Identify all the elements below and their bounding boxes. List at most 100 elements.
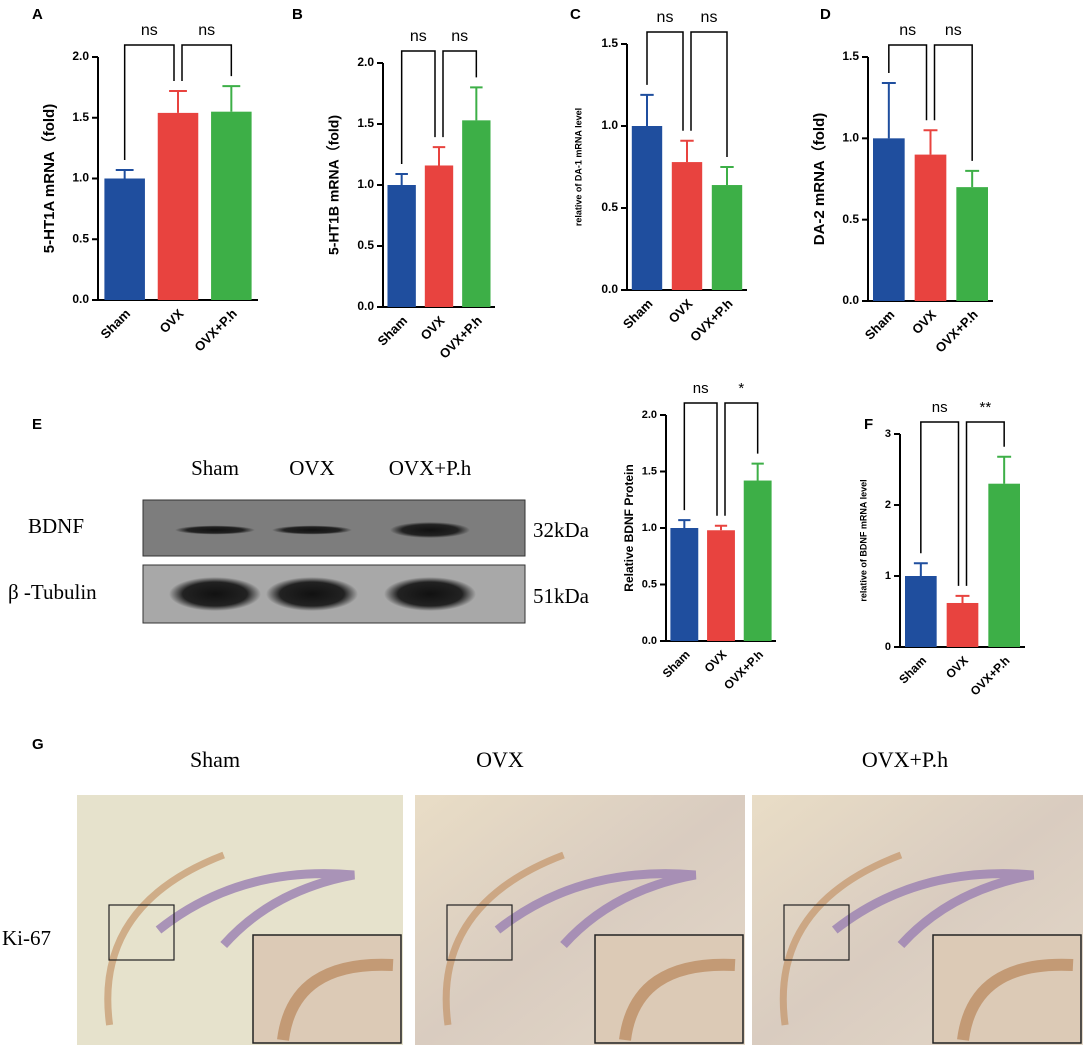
group-title: Sham — [190, 747, 240, 772]
lane-label: OVX — [289, 456, 335, 480]
x-tick-label: Sham — [862, 307, 898, 343]
significance-label: ** — [979, 399, 991, 416]
ca-layer — [442, 851, 565, 1026]
ca-layer — [779, 851, 903, 1026]
group-title: OVX — [476, 747, 524, 772]
significance-bracket — [123, 44, 175, 160]
y-tick-label: 1.0 — [72, 171, 89, 185]
significance-bracket — [181, 44, 233, 82]
significance-bracket — [690, 31, 728, 157]
bar — [424, 165, 454, 307]
error-bar — [965, 169, 980, 188]
significance-bracket — [965, 421, 1005, 586]
x-tick-label: Sham — [660, 647, 693, 680]
bar — [670, 528, 699, 641]
significance-label: ns — [141, 22, 158, 39]
error-bar — [923, 129, 938, 155]
y-tick-label: 0 — [885, 641, 891, 653]
panel-letter: G — [32, 736, 44, 753]
bar — [462, 120, 491, 307]
significance-label: ns — [451, 28, 468, 45]
x-tick-label: OVX+P.h — [191, 306, 240, 355]
error-bar — [115, 168, 134, 179]
significance-label: ns — [410, 28, 427, 45]
row-label: β -Tubulin — [8, 580, 97, 604]
group-title: OVX+P.h — [862, 747, 948, 772]
y-tick-label: 1.5 — [357, 116, 374, 130]
significance-label: ns — [932, 399, 948, 416]
panel-letter: E — [32, 416, 42, 433]
y-tick-label: 2.0 — [357, 55, 374, 69]
significance-label: ns — [945, 22, 962, 39]
significance-bracket — [724, 402, 759, 516]
bar — [387, 185, 416, 307]
inset-layer — [957, 958, 1074, 1041]
bar — [956, 187, 988, 301]
x-tick-label: OVX — [157, 306, 187, 336]
y-tick-label: 1.0 — [601, 118, 618, 132]
y-tick-label: 1.0 — [642, 522, 657, 534]
y-tick-label: 1.5 — [842, 49, 859, 63]
significance-label: ns — [899, 22, 916, 39]
bar — [914, 154, 947, 301]
error-bar — [680, 139, 694, 163]
error-bar — [720, 166, 734, 186]
dentate-gyrus — [494, 869, 697, 949]
y-tick-label: 0.5 — [601, 200, 618, 214]
panel-letter: B — [292, 6, 303, 23]
y-tick-label: 0.0 — [72, 292, 89, 306]
significance-label: ns — [693, 380, 709, 397]
lane-label: Sham — [191, 456, 239, 480]
y-tick-label: 0.0 — [642, 635, 657, 647]
row-label: BDNF — [28, 514, 84, 538]
error-bar — [470, 86, 483, 121]
y-axis-label: DA-2 mRNA（fold) — [810, 113, 828, 246]
bar — [711, 185, 743, 290]
inset-image — [594, 934, 744, 1044]
bar — [631, 126, 663, 290]
y-tick-label: 1.0 — [842, 131, 859, 145]
blot-band — [272, 525, 352, 535]
x-tick-label: OVX — [702, 647, 730, 675]
significance-bracket — [933, 44, 973, 161]
y-tick-label: 3 — [885, 428, 891, 440]
error-bar — [881, 82, 896, 139]
blot-band — [175, 525, 255, 535]
bar — [211, 111, 252, 300]
error-bar — [432, 146, 446, 166]
y-tick-label: 1.5 — [601, 36, 618, 50]
bar — [873, 138, 905, 301]
bar — [946, 602, 979, 647]
inset-layer — [277, 958, 394, 1041]
x-tick-label: Sham — [896, 653, 929, 686]
blot-band — [266, 577, 358, 611]
inset-image — [252, 934, 402, 1044]
x-tick-label: OVX+P.h — [721, 647, 766, 692]
zoom-box — [108, 904, 175, 961]
y-tick-label: 0.5 — [642, 578, 657, 590]
panel-letter: D — [820, 6, 831, 23]
x-tick-label: OVX+P.h — [687, 296, 736, 345]
significance-label: ns — [198, 22, 215, 39]
significance-label: * — [738, 380, 744, 397]
y-tick-label: 0.0 — [601, 282, 618, 296]
y-tick-label: 0.0 — [842, 293, 859, 307]
significance-bracket — [646, 31, 684, 131]
significance-bracket — [920, 421, 960, 586]
x-tick-label: OVX+P.h — [932, 307, 981, 356]
bar — [707, 530, 735, 641]
y-tick-label: 2 — [885, 499, 891, 511]
y-tick-label: 1 — [885, 570, 891, 582]
blot-band — [390, 522, 470, 538]
inset-layer — [619, 958, 736, 1041]
significance-bracket — [400, 50, 436, 165]
error-bar — [955, 594, 970, 603]
y-tick-label: 0.0 — [357, 299, 374, 313]
error-bar — [678, 519, 691, 528]
y-axis-label: relative of BDNF mRNA level — [858, 479, 868, 601]
y-axis-label: 5-HT1A mRNA（fold) — [40, 104, 58, 253]
size-label: 32kDa — [533, 518, 590, 542]
x-tick-label: OVX — [418, 313, 448, 343]
y-tick-label: 1.5 — [72, 110, 89, 124]
error-bar — [913, 562, 928, 576]
